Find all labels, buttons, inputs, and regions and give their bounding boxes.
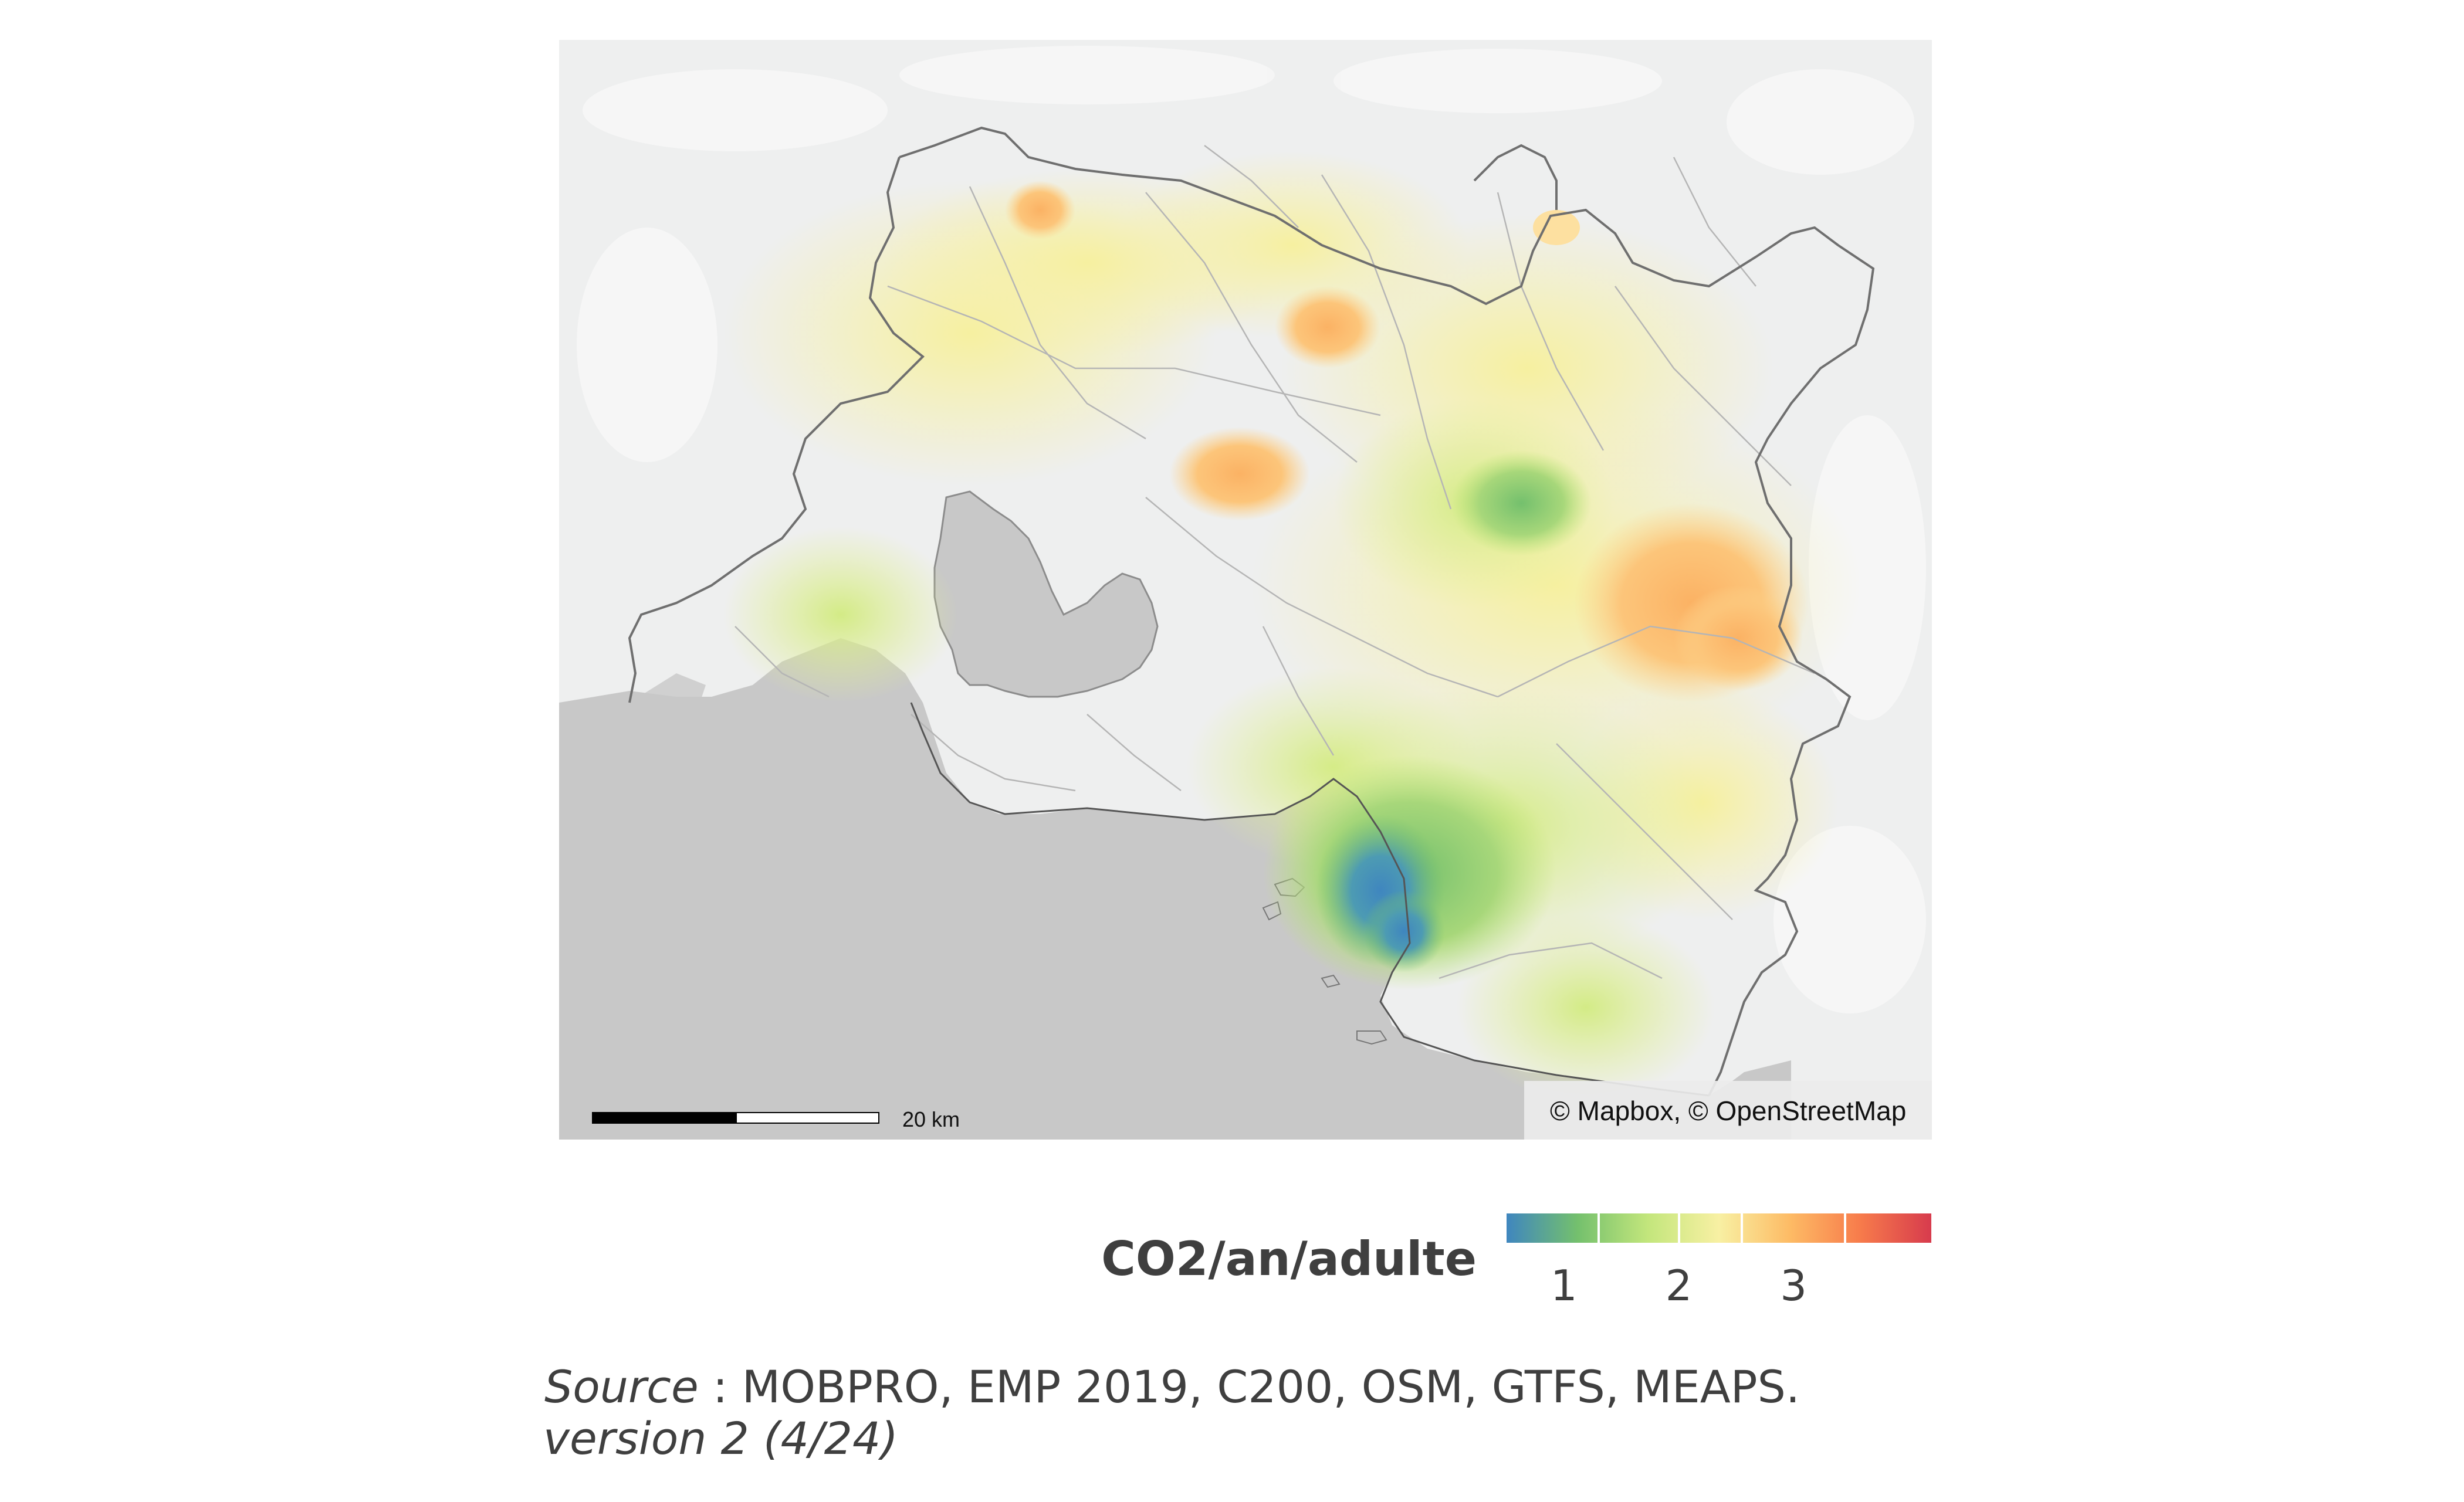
legend-color-bar: [1507, 1213, 1931, 1243]
legend-title: CO2/an/adulte: [1101, 1232, 1477, 1286]
sea-area: [559, 638, 1791, 1140]
map-attribution[interactable]: © Mapbox, © OpenStreetMap: [1524, 1081, 1932, 1140]
lagoon-area: [933, 490, 1159, 698]
marsh-area: [629, 673, 706, 703]
source-text: : MOBPRO, EMP 2019, C200, OSM, GTFS, MEA…: [698, 1361, 1800, 1413]
legend-separator: [1741, 1213, 1744, 1243]
map-panel[interactable]: 20 km © Mapbox, © OpenStreetMap: [559, 40, 1932, 1140]
department-boundary-west: [628, 157, 925, 703]
coastline: [910, 702, 1710, 1097]
source-line: Source : MOBPRO, EMP 2019, C200, OSM, GT…: [544, 1361, 1800, 1413]
terrain-layer: [577, 46, 1926, 1013]
legend-tick-label: 1: [1550, 1261, 1578, 1310]
legend-tick-label: 3: [1780, 1261, 1808, 1310]
version-line: version 2 (4/24): [543, 1412, 898, 1464]
scale-bar-fill: [593, 1113, 737, 1123]
legend-separator: [1597, 1213, 1600, 1243]
legend-separator: [1677, 1213, 1680, 1243]
department-boundary: [899, 126, 1875, 1096]
map-canvas[interactable]: [559, 40, 1932, 1140]
source-label: Source: [544, 1361, 699, 1413]
commune-boundaries: [735, 145, 1815, 979]
scale-label: 20 km: [902, 1107, 960, 1131]
scale-bar: [592, 1112, 879, 1124]
eastern-spur-boundary: [1473, 144, 1558, 210]
legend-gradient-rect: [1507, 1213, 1931, 1243]
co2-density-layer: [723, 151, 1861, 1101]
legend-tick-label: 2: [1665, 1261, 1693, 1310]
legend-separator: [1844, 1213, 1847, 1243]
